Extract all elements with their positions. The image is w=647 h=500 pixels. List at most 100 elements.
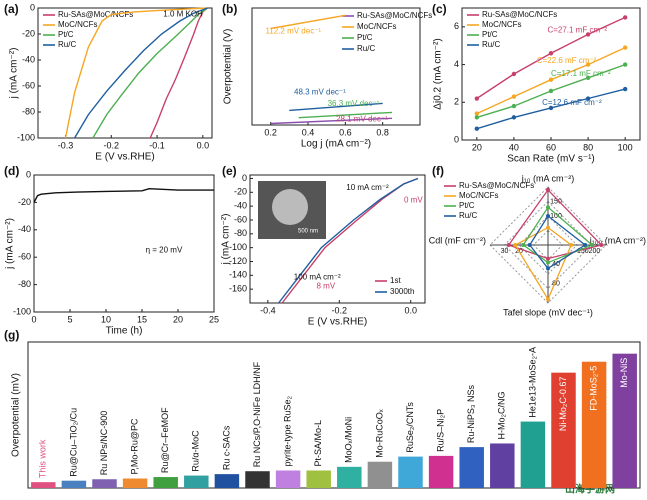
bar: [428, 455, 454, 488]
data-point: [474, 115, 480, 120]
y-tick-label: 0: [454, 134, 459, 144]
y-tick-label: -40: [234, 201, 247, 211]
radar-point: [546, 256, 550, 261]
radar-point: [590, 243, 595, 247]
radar-point: [546, 297, 550, 302]
x-axis-label: Scan Rate (mV s⁻¹): [507, 154, 595, 165]
y-tick-label: -20: [234, 187, 247, 197]
radar-tick-label: 80: [552, 281, 560, 288]
bar: [459, 447, 484, 488]
x-tick-label: 60: [546, 142, 556, 152]
plot-frame: [27, 341, 641, 489]
data-point: [511, 94, 517, 99]
x-tick-label: 0.0: [197, 140, 210, 150]
bar-label: Ru-NiPS₃ NSs: [466, 384, 476, 443]
bar-label: Mo-NiS: [619, 358, 629, 388]
annotation: 28.1 mV dec⁻¹: [336, 114, 388, 123]
bar: [61, 480, 87, 488]
series-line: [73, 7, 208, 139]
y-tick-label: -40: [18, 224, 31, 234]
y-tick-label: -80: [18, 279, 31, 289]
annotation: 36.3 mV dec⁻¹: [328, 99, 380, 108]
radar-axis-label: j₁₀ (mA cm⁻²): [521, 173, 575, 183]
y-tick-label: -120: [229, 256, 247, 266]
y-tick-label: -20: [18, 197, 31, 207]
y-tick-label: 2: [454, 97, 459, 107]
bar-label: Ru/S–Ni₂P: [435, 409, 445, 452]
x-axis-label: Log j (mA cm⁻²): [301, 139, 371, 150]
plot-frame: [251, 7, 421, 126]
legend-label: MoC/NCFs: [482, 20, 522, 29]
x-tick-label: 20: [173, 314, 183, 324]
data-point: [548, 88, 554, 94]
radar-point: [546, 225, 550, 230]
y-tick-label: -140: [229, 270, 247, 280]
legend-label: Ru/C: [482, 40, 500, 49]
y-axis-label: Overpotential (mV): [11, 373, 22, 457]
data-point: [622, 45, 628, 50]
radar-point: [569, 243, 574, 247]
legend-label: Ru/C: [357, 44, 375, 53]
data-point: [622, 86, 628, 92]
annotation: η = 20 mV: [146, 245, 183, 254]
y-tick-label: -100: [13, 306, 31, 316]
radar-point: [546, 266, 550, 271]
x-tick-label: -0.3: [58, 140, 74, 150]
bar-label: Ni-Mo₂C-0.67: [558, 377, 568, 432]
bar: [184, 475, 209, 488]
series-line: [298, 111, 393, 119]
y-axis-label: j (mA cm⁻²): [9, 48, 20, 100]
legend-label: MoC/NCFs: [58, 20, 98, 29]
y-tick-label: 0: [242, 173, 247, 183]
annotation: 1.0 M KOH: [163, 10, 203, 19]
bar: [153, 477, 178, 488]
radar-axis-label: j₁₀₀ (mA cm⁻²): [589, 235, 646, 245]
bar: [245, 471, 270, 488]
x-tick-label: -0.2: [104, 140, 120, 150]
bar: [122, 478, 148, 488]
bar-label: pyrite-type RuSe₂: [282, 395, 292, 466]
annotation: C=17.1 mF cm⁻²: [551, 69, 611, 78]
x-axis-label: Time (h): [106, 326, 143, 337]
x-tick-label: 0.8: [376, 127, 389, 137]
data-point: [474, 126, 480, 131]
x-tick-label: 10: [101, 314, 111, 324]
bar: [398, 456, 423, 488]
inset-particle: [272, 189, 308, 225]
y-axis-label: Δj0.2 (mA cm⁻²): [433, 38, 444, 109]
bar-label: He1e13-MoSe₂-A: [527, 347, 537, 418]
data-point: [622, 15, 628, 20]
bar: [520, 421, 546, 488]
x-axis-label: E (V vs.RHE): [95, 152, 154, 163]
y-tick-label: 0: [26, 169, 31, 179]
radar-axis-label: Cdl (mF cm⁻²): [429, 235, 486, 245]
y-tick-label: -100: [17, 132, 35, 142]
plot-frame: [249, 174, 426, 304]
radar-tick-label: 150: [550, 198, 562, 205]
x-axis-label: E (V vs.RHE): [308, 317, 367, 328]
radar-point: [513, 243, 518, 247]
y-axis-label: j (mA cm⁻²): [5, 218, 16, 270]
series-line: [33, 187, 214, 203]
data-point: [585, 32, 591, 37]
panel-label: (g): [4, 328, 19, 342]
bar-label: Ru c-SACs: [221, 425, 231, 470]
bar-label: Ru@Cr–FeMOF: [160, 407, 170, 473]
bar-label: H-Mo₂C/NG: [497, 391, 507, 439]
radar-point: [546, 205, 550, 210]
panel-label: (c): [432, 2, 447, 16]
bar: [367, 461, 393, 488]
annotation: 100 mA cm⁻²: [294, 273, 341, 282]
bar: [581, 361, 607, 488]
x-tick-label: 20: [472, 142, 482, 152]
series-line: [289, 102, 383, 112]
annotation: 48.3 mV dec⁻¹: [294, 87, 346, 96]
annotation: 112.2 mV dec⁻¹: [265, 27, 321, 36]
legend-label: Ru/C: [58, 40, 76, 49]
data-point: [585, 75, 591, 80]
y-tick-label: -40: [22, 54, 35, 64]
data-point: [511, 103, 517, 109]
bar: [551, 372, 576, 488]
y-tick-label: -60: [18, 252, 31, 262]
